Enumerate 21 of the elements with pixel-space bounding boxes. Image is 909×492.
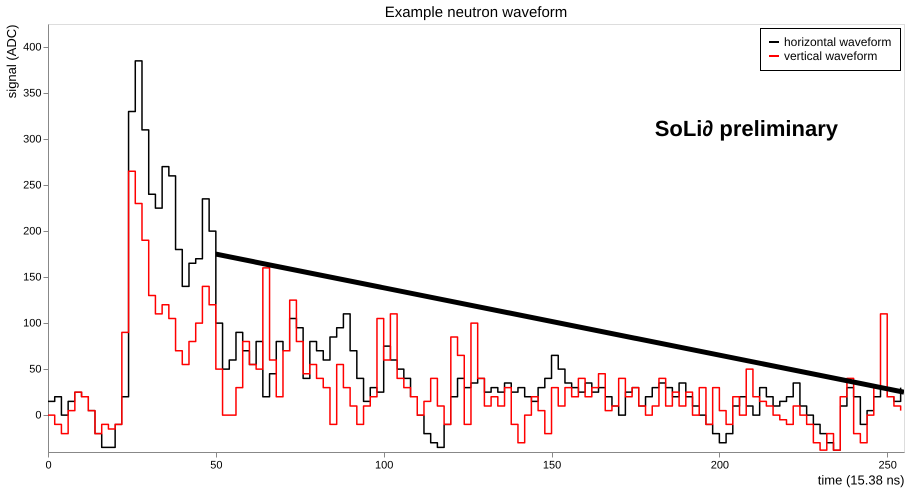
y-tick-label: 0 xyxy=(35,410,42,422)
legend-label: vertical waveform xyxy=(784,49,878,63)
y-tick-label: 250 xyxy=(23,180,42,192)
x-tick-label: 150 xyxy=(542,460,562,472)
y-tick-label: 100 xyxy=(23,318,42,330)
x-tick-label: 200 xyxy=(710,460,730,472)
y-tick-label: 400 xyxy=(23,42,42,54)
y-tick-label: 150 xyxy=(23,272,42,284)
y-tick-label: 50 xyxy=(29,364,42,376)
y-tick-label: 200 xyxy=(23,226,42,238)
y-tick-label: 350 xyxy=(23,88,42,100)
x-tick-label: 0 xyxy=(45,460,52,472)
chart-title: Example neutron waveform xyxy=(384,4,568,21)
annotation: SoLi∂ preliminary xyxy=(654,116,839,141)
x-axis-title: time (15.38 ns) xyxy=(818,472,904,488)
x-tick-label: 50 xyxy=(210,460,222,472)
x-tick-label: 250 xyxy=(878,460,897,472)
y-axis-title: signal (ADC) xyxy=(4,24,20,98)
y-tick-label: 300 xyxy=(23,134,42,146)
legend-label: horizontal waveform xyxy=(784,35,892,49)
x-tick-label: 100 xyxy=(375,460,394,472)
